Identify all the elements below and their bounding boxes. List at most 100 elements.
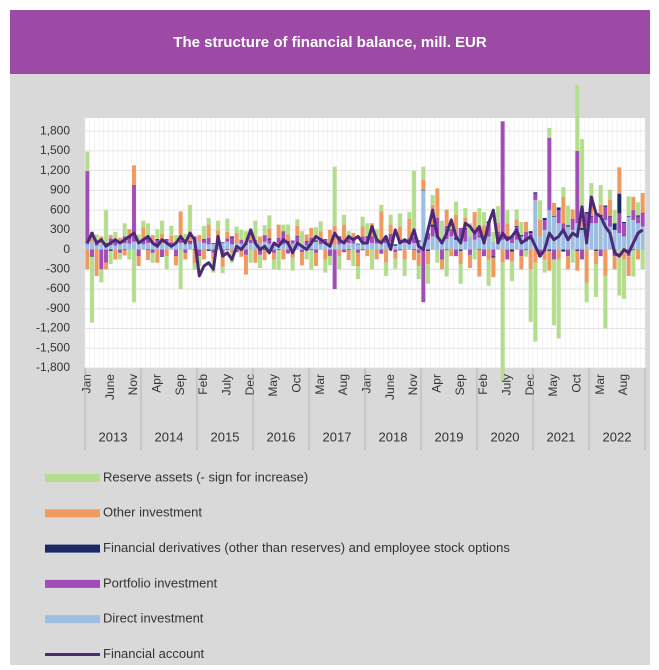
bar — [304, 249, 309, 260]
bar — [127, 238, 132, 244]
bar — [206, 244, 211, 250]
bar — [505, 249, 510, 260]
bar — [552, 216, 556, 250]
bar — [174, 241, 178, 250]
bar — [286, 234, 290, 242]
bar — [295, 236, 300, 243]
bar — [122, 243, 127, 250]
bar — [538, 236, 542, 250]
bar — [127, 229, 132, 238]
bar — [388, 234, 393, 236]
bar — [169, 242, 174, 245]
bar — [150, 235, 155, 242]
bar — [486, 259, 491, 286]
y-tick-label: -1,200 — [36, 321, 70, 335]
bar — [146, 243, 150, 250]
bar — [510, 261, 514, 282]
y-tick-label: -900 — [46, 301, 70, 315]
x-tick-label: Mar — [313, 374, 327, 395]
bar — [608, 216, 612, 227]
bar — [216, 220, 220, 231]
bar — [477, 237, 482, 250]
bar — [253, 220, 258, 241]
bar — [281, 231, 286, 245]
bar — [430, 194, 435, 205]
bar — [463, 228, 468, 242]
bar — [612, 210, 617, 224]
bar — [295, 225, 300, 236]
financial-account-line — [85, 195, 644, 278]
bar — [146, 249, 150, 251]
x-tick-label: May — [546, 374, 560, 397]
bar — [365, 223, 370, 237]
bar — [206, 218, 211, 225]
bar — [631, 250, 636, 277]
x-tick-label: Apr — [430, 374, 444, 393]
bar — [342, 241, 346, 250]
bar — [262, 249, 267, 251]
bar — [160, 249, 164, 257]
bar — [580, 227, 584, 230]
bar — [169, 235, 174, 243]
y-tick-label: 1,500 — [40, 143, 70, 157]
x-tick-label: Nov — [126, 374, 140, 395]
bar — [183, 252, 188, 260]
year-label: 2017 — [323, 429, 352, 444]
bar — [636, 249, 640, 260]
bar — [206, 237, 211, 245]
bar — [421, 179, 426, 190]
bar — [136, 256, 141, 267]
x-tick-label: Aug — [616, 374, 630, 395]
bar — [351, 249, 356, 267]
bar — [640, 249, 645, 270]
bar — [566, 225, 570, 227]
bar — [346, 249, 351, 251]
bar — [575, 250, 580, 271]
x-tick-label: Dec — [523, 374, 537, 395]
legend-swatch — [45, 579, 100, 588]
bar — [398, 249, 402, 251]
bar — [421, 189, 426, 191]
bar — [570, 249, 575, 263]
bar — [379, 244, 384, 250]
bar — [272, 245, 276, 250]
bar — [412, 236, 416, 243]
bar — [108, 244, 113, 250]
bar — [267, 239, 272, 244]
bar — [617, 213, 622, 234]
bar — [524, 241, 528, 250]
bar — [272, 259, 276, 270]
bar — [337, 244, 342, 250]
x-tick-label: Sep — [453, 374, 467, 396]
bar — [393, 252, 398, 259]
bar — [598, 204, 603, 215]
bar — [225, 241, 230, 250]
bar — [622, 221, 626, 224]
bar — [113, 249, 118, 260]
legend-label: Reserve assets (- sign for increase) — [103, 469, 308, 484]
bar — [491, 241, 496, 250]
bar — [141, 227, 146, 241]
bar — [211, 243, 216, 250]
bar — [267, 243, 272, 250]
bar — [239, 243, 244, 250]
bar — [570, 209, 575, 220]
bar — [290, 257, 295, 271]
bar — [118, 249, 122, 253]
bar — [398, 226, 402, 240]
bar — [300, 249, 304, 253]
bar — [360, 216, 365, 227]
bar — [388, 214, 393, 225]
bar — [622, 259, 626, 299]
bar — [580, 211, 584, 228]
bar — [444, 249, 449, 251]
bar — [458, 249, 463, 251]
bar — [276, 250, 281, 270]
bar — [132, 241, 136, 250]
bar — [225, 231, 230, 239]
bar — [337, 236, 342, 238]
bar — [332, 166, 337, 226]
bar — [393, 249, 398, 253]
bar — [547, 249, 552, 251]
